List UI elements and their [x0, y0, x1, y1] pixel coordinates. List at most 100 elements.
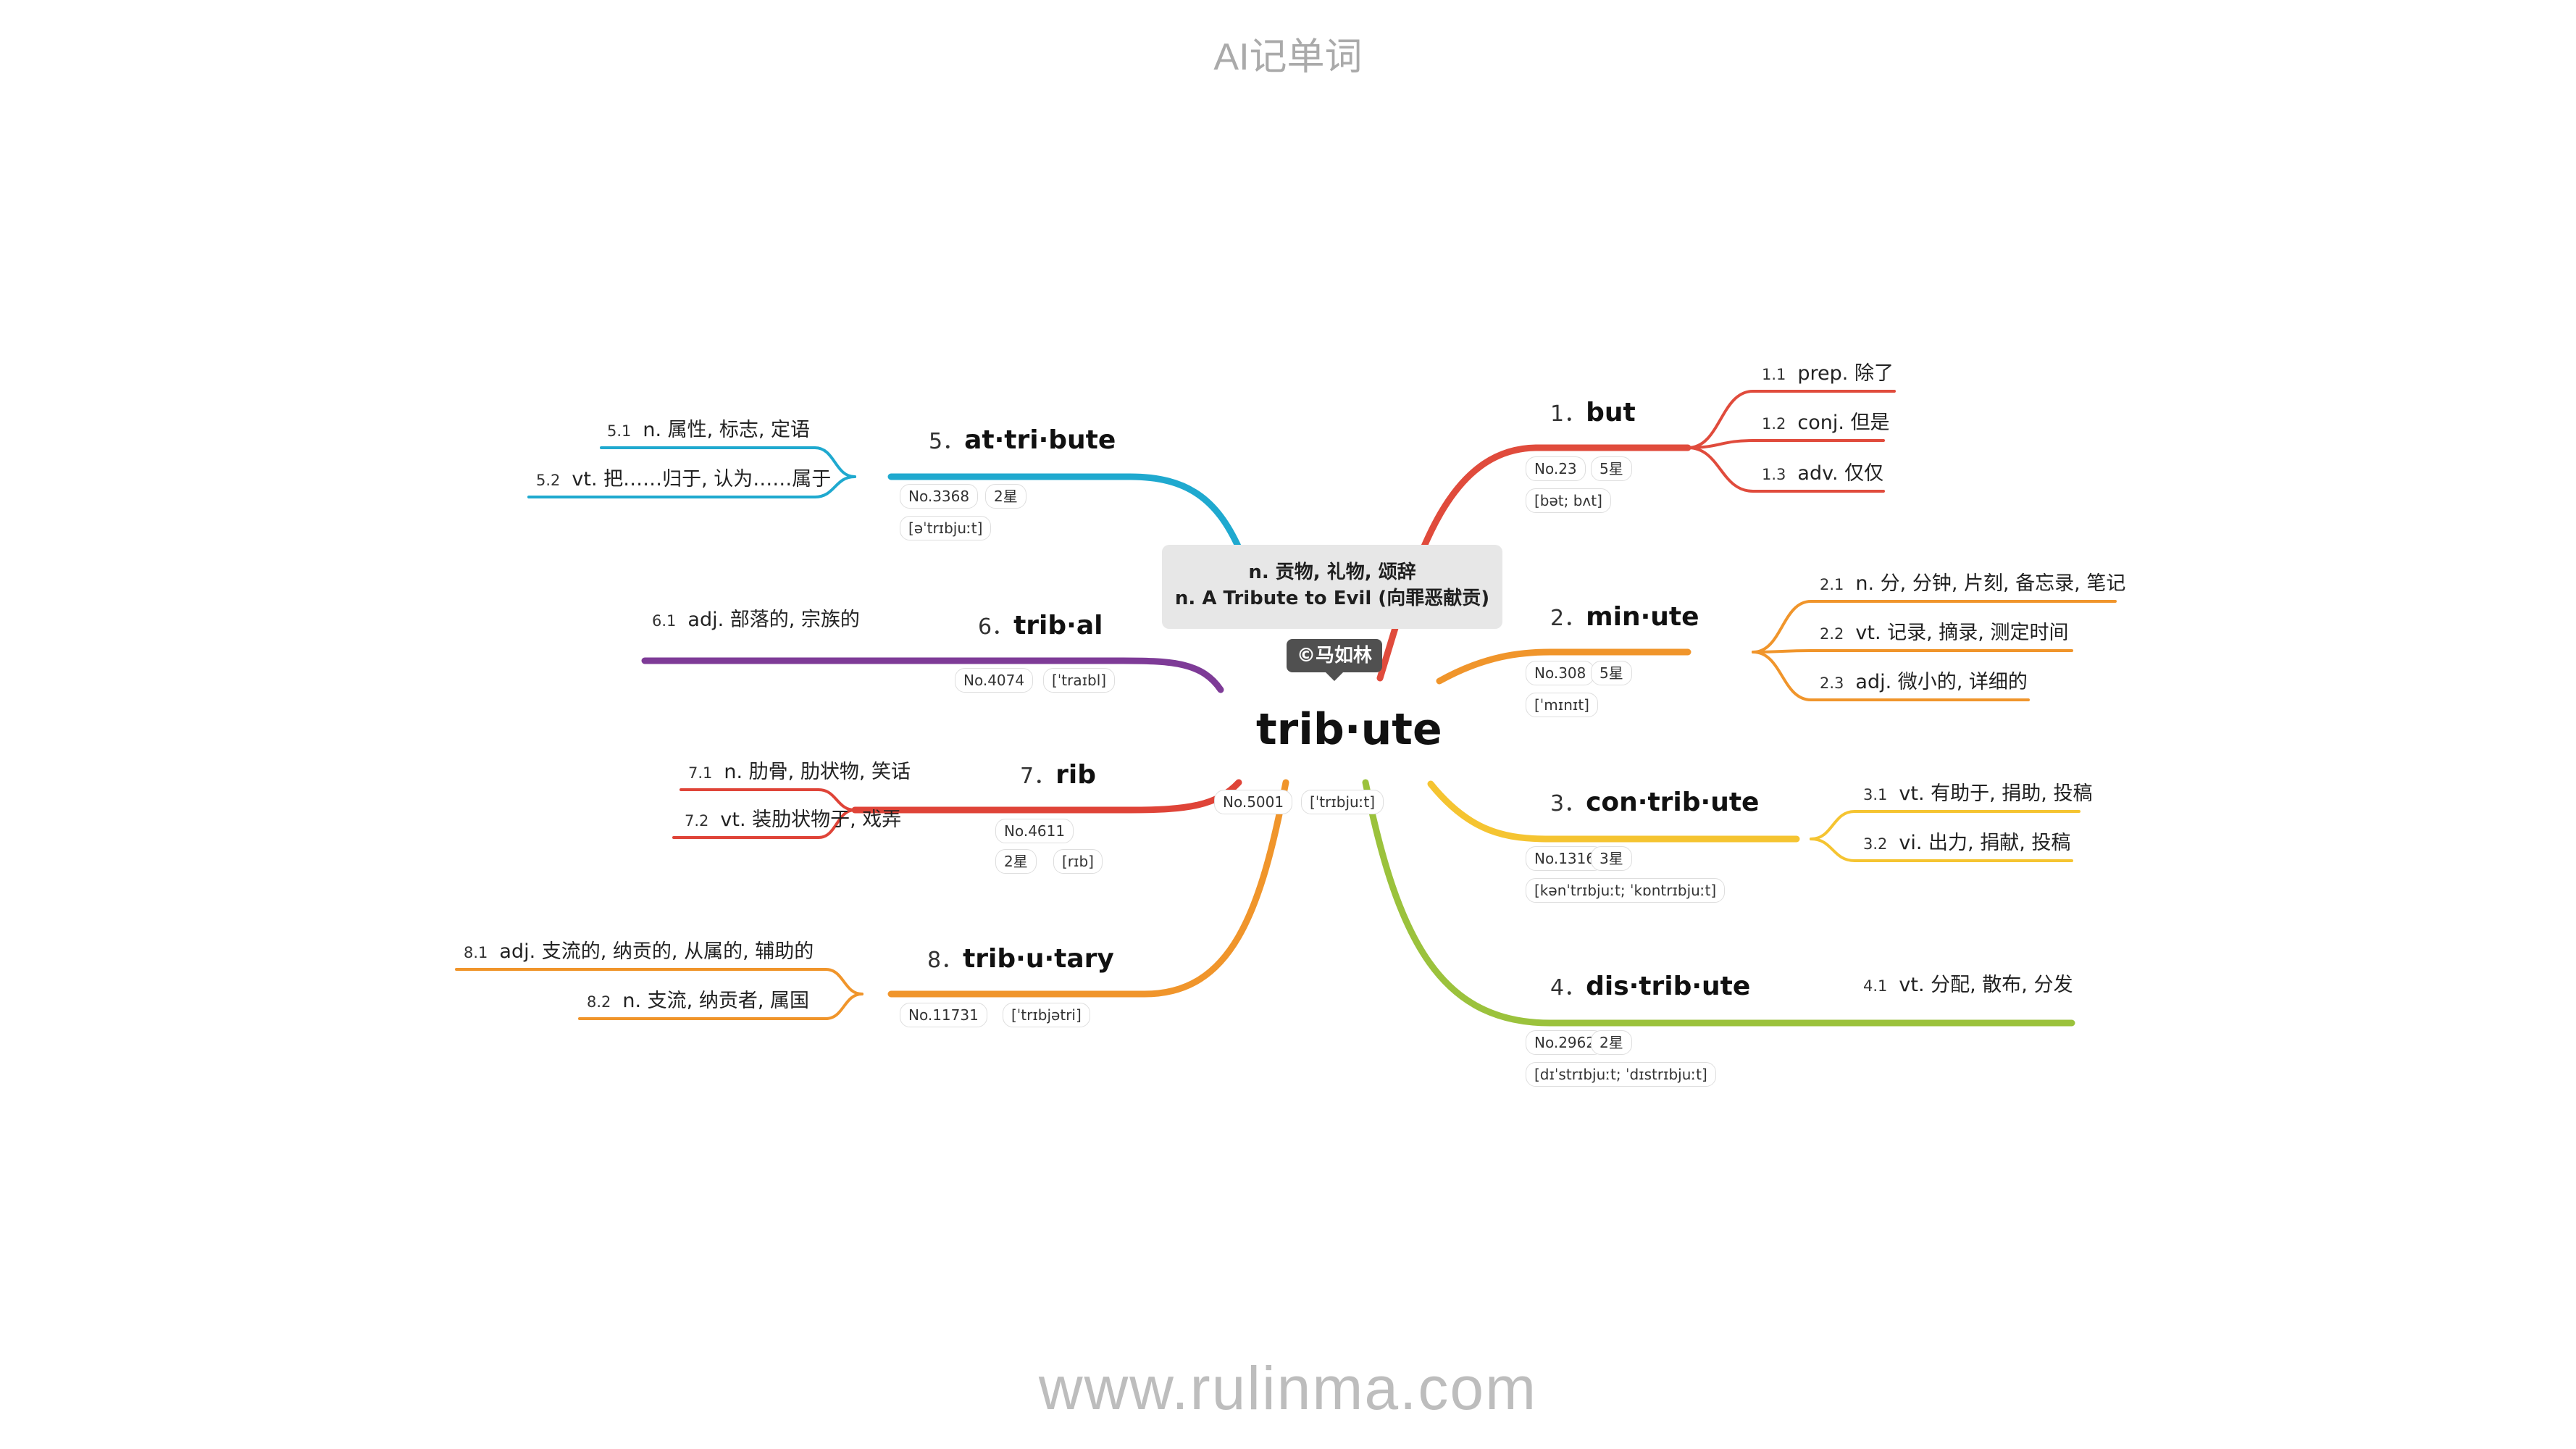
sense-text: vt. 装肋状物于, 戏弄	[720, 809, 902, 831]
central-word: trib·ute	[1256, 704, 1442, 755]
sense-connector	[1686, 439, 1885, 449]
page-title: AI记单词	[1213, 36, 1363, 78]
branch-number: 1．	[1550, 401, 1586, 427]
sense-id: 3.2	[1863, 835, 1888, 853]
sense-id: 5.2	[536, 472, 561, 489]
branch-title: 5．at·tri·bute	[929, 425, 1116, 461]
rank-tag: No.23	[1526, 456, 1586, 481]
sense-text: vt. 把……归于, 认为……属于	[572, 468, 832, 490]
sense-connector	[1810, 838, 2073, 862]
sense-text: adj. 支流的, 纳贡的, 从属的, 辅助的	[499, 940, 814, 963]
rank-tag: No.4611	[995, 819, 1074, 843]
definition-line: n. 贡物, 礼物, 颂辞	[1248, 561, 1416, 583]
phonetic-tag: [ˈtrɪbjətri]	[1003, 1003, 1090, 1027]
sense-id: 1.2	[1762, 415, 1786, 433]
stars-tag: 2星	[995, 849, 1037, 874]
branch-connector	[1436, 648, 1691, 685]
sense-text: vi. 出力, 捐献, 投稿	[1899, 832, 2071, 854]
phonetic-tag: [ˈtraɪbl]	[1043, 668, 1116, 693]
rank-tag: No.308	[1526, 661, 1595, 685]
phonetic-tag: [bət; bʌt]	[1526, 488, 1611, 513]
stars-tag: 2星	[1591, 1030, 1632, 1055]
sense-text: n. 肋骨, 肋状物, 笑话	[724, 761, 911, 783]
sense-id: 8.2	[587, 993, 611, 1011]
sense-text: vt. 有助于, 捐助, 投稿	[1899, 782, 2093, 805]
sense-text: n. 支流, 纳贡者, 属国	[622, 990, 810, 1012]
sense-id: 3.1	[1863, 786, 1888, 803]
sense-text: adj. 微小的, 详细的	[1855, 671, 2028, 693]
rank-tag: No.11731	[900, 1003, 987, 1027]
branch-number: 6．	[978, 614, 1014, 640]
central-definition-box: n. 贡物, 礼物, 颂辞 n. A Tribute to Evil (向罪恶献…	[1162, 545, 1502, 629]
branch-number: 4．	[1550, 975, 1586, 1001]
sense-label: 8.1 adj. 支流的, 纳贡的, 从属的, 辅助的	[464, 939, 814, 966]
sense-connector	[527, 475, 856, 498]
sense-text: n. 分, 分钟, 片刻, 备忘录, 笔记	[1855, 572, 2126, 595]
branch-number: 5．	[929, 429, 965, 454]
phonetic-tag: [rɪb]	[1053, 849, 1103, 874]
sense-label: 5.1 n. 属性, 标志, 定语	[607, 417, 810, 444]
phonetic-tag: [ˈmɪnɪt]	[1526, 693, 1598, 717]
author-tag: ©马如林	[1287, 639, 1383, 681]
central-phonetic-tag: [ˈtrɪbjuːt]	[1301, 790, 1384, 814]
branch-title: 3．con·trib·ute	[1550, 787, 1759, 823]
sense-label: 1.2 conj. 但是	[1762, 410, 1890, 437]
branch-word: trib·u·tary	[963, 944, 1114, 974]
branch-word: rib	[1055, 760, 1096, 790]
branch-title: 6．trib·al	[978, 610, 1103, 646]
stars-tag: 5星	[1591, 456, 1632, 481]
branch-connector	[887, 779, 1289, 998]
stars-tag: 5星	[1591, 661, 1632, 685]
rank-tag: No.4074	[955, 668, 1034, 693]
sense-connector	[679, 788, 856, 811]
sense-text: adv. 仅仅	[1797, 462, 1884, 485]
branch-title: 1．but	[1550, 397, 1636, 433]
sense-text: prep. 除了	[1797, 362, 1894, 385]
sense-id: 1.3	[1762, 466, 1786, 483]
sense-id: 4.1	[1863, 977, 1888, 995]
branch-connector	[1376, 444, 1691, 682]
sense-connector	[1752, 651, 2030, 701]
sense-connector	[1810, 810, 2081, 840]
branch-word: dis·trib·ute	[1586, 972, 1751, 1001]
sense-label: 3.1 vt. 有助于, 捐助, 投稿	[1863, 781, 2092, 808]
sense-label: 7.1 n. 肋骨, 肋状物, 笑话	[688, 759, 911, 786]
rank-tag: No.3368	[900, 484, 979, 509]
sense-text: adj. 部落的, 宗族的	[687, 609, 860, 631]
sense-connector	[672, 809, 856, 839]
branch-word: trib·al	[1013, 611, 1103, 640]
branch-word: at·tri·bute	[964, 425, 1116, 455]
rank-tag: No.2962	[1526, 1030, 1605, 1055]
sense-connector	[1752, 649, 2073, 653]
branch-connector	[1427, 780, 1800, 843]
sense-id: 2.2	[1820, 625, 1844, 643]
branch-number: 8．	[927, 948, 963, 973]
phonetic-tag: [kənˈtrɪbjuːt; ˈkɒntrɪbjuːt]	[1526, 878, 1726, 903]
sense-label: 8.2 n. 支流, 纳贡者, 属国	[587, 988, 809, 1015]
sense-label: 2.3 adj. 微小的, 详细的	[1820, 669, 2028, 696]
sense-id: 6.1	[652, 612, 677, 630]
sense-label: 5.2 vt. 把……归于, 认为……属于	[536, 467, 831, 493]
stars-tag: 2星	[985, 484, 1026, 509]
sense-connector	[600, 446, 856, 478]
sense-id: 2.1	[1820, 576, 1844, 593]
sense-connector	[1686, 390, 1896, 449]
phonetic-tag: [dɪˈstrɪbjuːt; ˈdɪstrɪbjuːt]	[1526, 1062, 1716, 1087]
sense-text: conj. 但是	[1797, 412, 1890, 434]
branch-title: 4．dis·trib·ute	[1550, 971, 1750, 1007]
sense-connector	[1752, 600, 2117, 653]
sense-label: 1.1 prep. 除了	[1762, 361, 1894, 388]
sense-connector	[455, 968, 863, 995]
central-rank-tag: No.5001	[1214, 790, 1293, 814]
definition-line: n. A Tribute to Evil (向罪恶献贡)	[1174, 588, 1490, 609]
branch-connector	[887, 473, 1242, 551]
branch-word: min·ute	[1586, 602, 1699, 632]
branch-title: 2．min·ute	[1550, 601, 1699, 638]
sense-label: 1.3 adv. 仅仅	[1762, 461, 1883, 488]
branch-connector	[641, 657, 1224, 693]
sense-id: 2.3	[1820, 675, 1844, 692]
footer-url: www.rulinma.com	[1038, 1354, 1538, 1422]
branch-title: 7．rib	[1020, 759, 1096, 796]
